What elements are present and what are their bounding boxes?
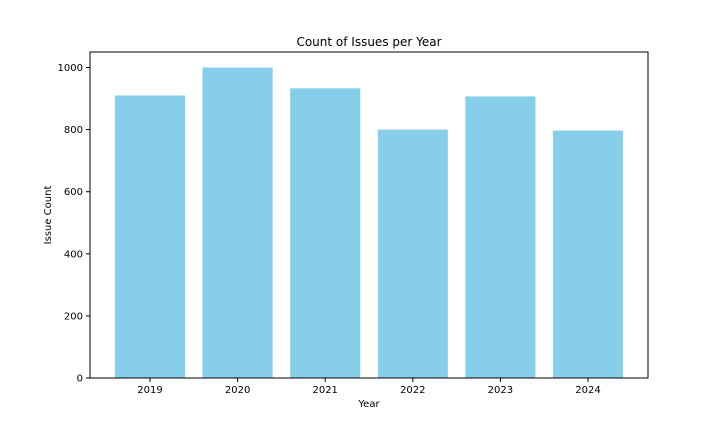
y-tick-label: 400 bbox=[64, 249, 83, 260]
bar-2019 bbox=[114, 95, 186, 378]
y-tick-label: 800 bbox=[64, 125, 83, 136]
bar-2024 bbox=[552, 130, 624, 378]
x-tick-label: 2023 bbox=[488, 385, 513, 396]
x-axis-label: Year bbox=[357, 399, 380, 410]
x-tick-label: 2019 bbox=[137, 385, 162, 396]
y-tick-label: 600 bbox=[64, 187, 83, 198]
y-tick-label: 0 bbox=[77, 374, 83, 385]
y-axis: 0 200 400 600 800 1000 bbox=[58, 63, 90, 385]
plot-frame bbox=[89, 51, 649, 379]
bar-2022 bbox=[377, 129, 448, 378]
x-tick-label: 2021 bbox=[312, 385, 337, 396]
y-tick-label: 200 bbox=[64, 311, 83, 322]
x-tick-label: 2020 bbox=[225, 385, 250, 396]
chart-title: Count of Issues per Year bbox=[296, 35, 441, 49]
x-tick-label: 2022 bbox=[400, 385, 425, 396]
bars-group bbox=[114, 67, 624, 379]
y-tick-label: 1000 bbox=[58, 63, 83, 74]
bar-2020 bbox=[202, 67, 273, 379]
bar-2021 bbox=[290, 88, 361, 378]
bar-2023 bbox=[465, 96, 536, 378]
x-axis: 2019 2020 2021 2022 2023 2024 bbox=[137, 378, 601, 396]
x-tick-label: 2024 bbox=[575, 385, 600, 396]
y-axis-label: Issue Count bbox=[43, 186, 54, 245]
